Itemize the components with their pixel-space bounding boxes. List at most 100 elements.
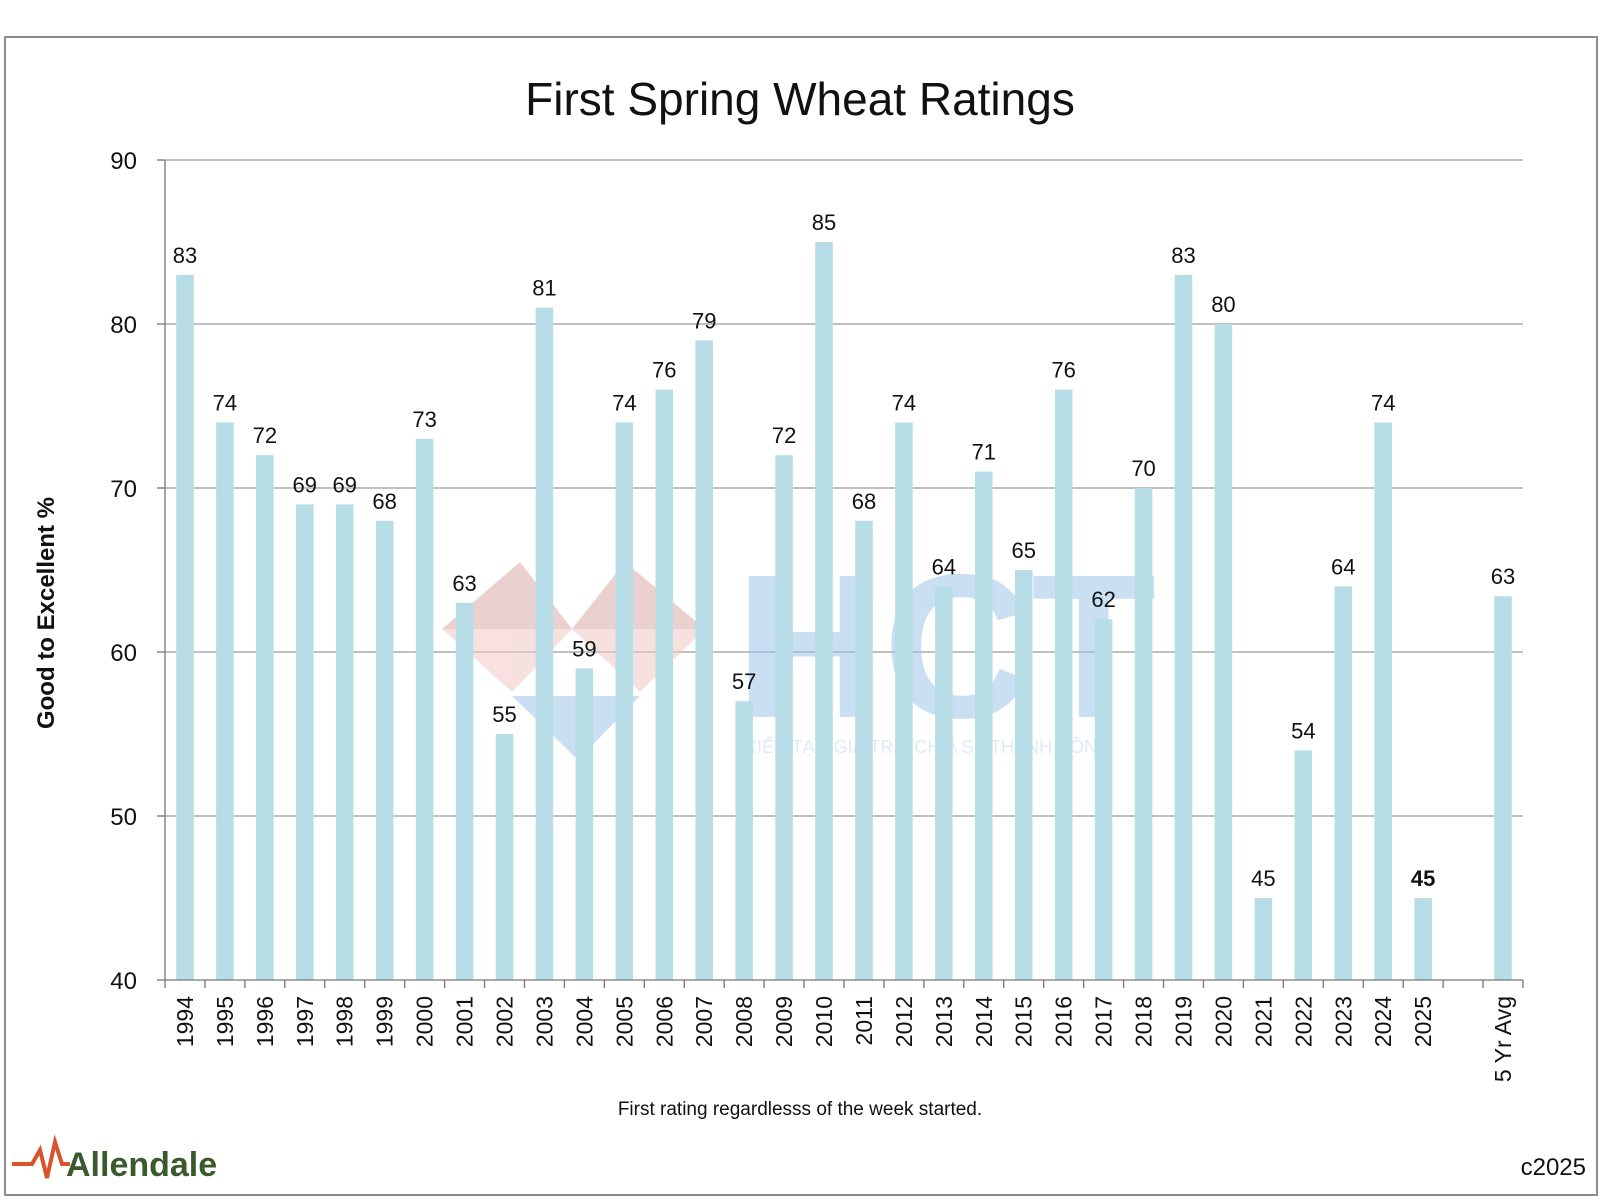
copyright-text: c2025: [1521, 1154, 1586, 1181]
bar: [1294, 750, 1313, 980]
bar: [335, 504, 354, 980]
data-label: 59: [572, 636, 596, 661]
data-label: 69: [332, 472, 356, 497]
chart-title: First Spring Wheat Ratings: [525, 73, 1075, 125]
data-label: 76: [1051, 358, 1075, 383]
bar: [216, 422, 234, 980]
data-label: 62: [1091, 587, 1115, 612]
x-tick-label: 2013: [931, 996, 957, 1047]
x-tick-label: 1997: [292, 996, 318, 1047]
bar: [1254, 898, 1273, 980]
y-axis-label: Good to Excellent %: [33, 497, 60, 729]
data-label: 85: [812, 210, 836, 235]
x-tick-label: 2019: [1171, 996, 1197, 1047]
data-label: 74: [892, 390, 916, 415]
data-label: 63: [452, 571, 476, 596]
data-label: 64: [932, 554, 956, 579]
bar: [1134, 488, 1153, 980]
bar: [1054, 389, 1073, 981]
x-tick-label: 5 Yr Avg: [1490, 996, 1516, 1082]
y-tick-label: 80: [110, 312, 137, 339]
x-tick-label: 1999: [372, 996, 398, 1047]
x-tick-label: 1995: [212, 996, 238, 1047]
x-tick-label: 2021: [1250, 996, 1276, 1047]
data-label: 72: [253, 423, 277, 448]
data-label: 74: [612, 390, 636, 415]
data-label: 45: [1411, 866, 1435, 891]
x-tick-label: 2020: [1210, 996, 1236, 1047]
x-tick-label: 1996: [252, 996, 278, 1047]
bar: [615, 422, 634, 980]
bar: [1214, 324, 1233, 980]
bar: [895, 422, 913, 980]
bar: [1374, 422, 1392, 980]
x-tick-label: 2007: [691, 996, 717, 1047]
bar: [975, 471, 993, 980]
data-label: 64: [1331, 554, 1355, 579]
data-label: 83: [173, 243, 197, 268]
data-label: 76: [652, 358, 676, 383]
y-tick-label: 60: [110, 640, 137, 667]
data-label: 65: [1011, 538, 1035, 563]
data-label: 70: [1131, 456, 1155, 481]
data-label: 68: [372, 489, 396, 514]
bar: [256, 455, 274, 980]
data-label: 72: [772, 423, 796, 448]
x-tick-label: 2000: [412, 996, 438, 1047]
data-label: 69: [293, 472, 317, 497]
bars: [176, 242, 1512, 981]
data-label: 54: [1291, 718, 1315, 743]
x-tick-label: 2016: [1051, 996, 1077, 1047]
x-tick-label: 2025: [1410, 996, 1436, 1047]
bar: [1094, 619, 1113, 980]
data-label: 68: [852, 489, 876, 514]
x-tick-label: 2003: [531, 996, 557, 1047]
x-tick-label: 2014: [971, 996, 997, 1047]
bar: [695, 340, 713, 980]
x-tick-label: 2006: [651, 996, 677, 1047]
bar: [375, 520, 394, 980]
bar: [415, 438, 434, 980]
brand-name: Allendale: [66, 1146, 217, 1184]
data-label: 57: [732, 669, 756, 694]
y-tick-label: 70: [110, 476, 137, 503]
data-label: 73: [412, 407, 436, 432]
data-label: 79: [692, 308, 716, 333]
x-tick-label: 2015: [1011, 996, 1037, 1047]
y-tick-label: 40: [110, 968, 137, 995]
data-label: 63: [1491, 564, 1515, 589]
bar: [1174, 274, 1193, 980]
x-tick-label: 2017: [1091, 996, 1117, 1047]
x-tick-label: 2009: [771, 996, 797, 1047]
bar: [815, 242, 833, 980]
data-label: 74: [1371, 390, 1395, 415]
bar: [775, 455, 793, 980]
bar: [575, 668, 594, 980]
bar: [455, 602, 474, 980]
watermark-logo-shape: [572, 562, 705, 629]
x-tick-label: 2001: [452, 996, 478, 1047]
bar: [495, 734, 514, 980]
x-tick-label: 2024: [1370, 996, 1396, 1047]
data-label: 83: [1171, 243, 1195, 268]
y-tick-label: 50: [110, 804, 137, 831]
footnote: First rating regardlesss of the week sta…: [618, 1099, 982, 1120]
x-tick-label: 2008: [731, 996, 757, 1047]
data-label: 45: [1251, 866, 1275, 891]
data-labels: 83 74 72 69 69 68 73 63 55 81 59 74 76 79 57 72 85 68 74 64…: [173, 210, 1516, 891]
x-tick-label: 2004: [571, 996, 597, 1047]
data-label: 80: [1211, 292, 1235, 317]
bar: [1494, 596, 1512, 980]
bar: [1414, 898, 1432, 980]
bar: [855, 520, 873, 980]
bar: [535, 307, 554, 981]
bar: [655, 389, 674, 981]
bar: [1014, 570, 1033, 980]
data-label: 55: [492, 702, 516, 727]
x-tick-label: 2002: [492, 996, 518, 1047]
data-label: 71: [972, 440, 996, 465]
bar: [735, 701, 753, 980]
data-label: 74: [213, 390, 237, 415]
logo-pulse-icon: [12, 1134, 70, 1179]
